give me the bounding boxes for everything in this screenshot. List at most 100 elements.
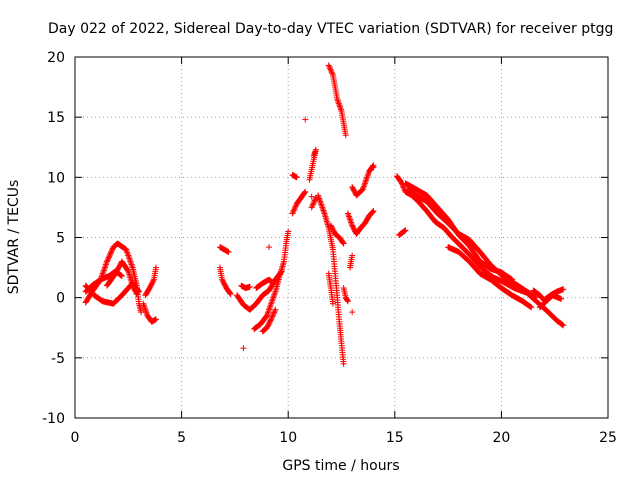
data-point — [268, 316, 275, 323]
data-point — [105, 254, 112, 261]
y-tick-label: -5 — [51, 351, 65, 367]
data-point — [337, 106, 344, 113]
data-point — [153, 264, 160, 271]
data-point — [108, 249, 115, 256]
data-point — [108, 248, 115, 255]
data-point — [133, 289, 140, 296]
data-point — [271, 290, 278, 297]
data-point — [335, 100, 342, 107]
y-tick-label: 20 — [47, 50, 65, 66]
data-point — [267, 303, 274, 310]
axis-ticks: 0 5 10 15 20 25 -10 -5 0 5 10 15 20 — [42, 50, 617, 446]
y-tick-label: 5 — [56, 231, 65, 247]
data-point — [290, 209, 297, 216]
data-point — [312, 196, 319, 203]
data-point — [326, 65, 333, 72]
data-point — [290, 207, 297, 214]
data-point — [526, 303, 533, 310]
data-point — [349, 309, 356, 316]
data-point — [319, 205, 326, 212]
data-point — [531, 294, 538, 301]
data-point — [133, 291, 140, 298]
data-point — [302, 116, 309, 123]
data-point — [291, 204, 298, 211]
data-point — [118, 272, 125, 279]
data-point — [340, 239, 347, 246]
data-point — [293, 174, 300, 181]
data-point — [528, 304, 535, 311]
data-point — [126, 255, 133, 262]
data-point — [329, 70, 336, 77]
data-point — [361, 180, 368, 187]
data-point — [310, 200, 317, 207]
data-point — [345, 213, 352, 220]
data-point — [106, 253, 113, 260]
data-point — [318, 202, 325, 209]
data-point — [103, 258, 110, 265]
data-point — [401, 227, 408, 234]
data-point — [100, 269, 107, 276]
x-tick-label: 15 — [386, 430, 404, 446]
data-point — [268, 299, 275, 306]
data-point — [400, 184, 407, 191]
data-point — [272, 306, 279, 313]
data-point — [105, 255, 112, 262]
data-point — [102, 263, 109, 270]
data-point — [317, 199, 324, 206]
data-point — [125, 252, 132, 259]
data-point — [369, 208, 376, 215]
data-point — [285, 228, 292, 235]
data-point — [558, 295, 565, 302]
data-point — [127, 260, 134, 267]
data-point — [559, 321, 566, 328]
data-point — [138, 309, 145, 316]
data-point — [337, 105, 344, 112]
data-point — [302, 188, 309, 195]
data-point — [509, 276, 516, 283]
data-point — [369, 209, 376, 216]
data-point — [340, 240, 347, 247]
data-point — [336, 103, 343, 110]
data-point — [289, 210, 296, 217]
data-point — [267, 302, 274, 309]
data-point — [142, 308, 149, 315]
data-point — [344, 210, 351, 217]
x-tick-label: 10 — [279, 430, 297, 446]
data-point — [320, 208, 327, 215]
x-tick-label: 5 — [177, 430, 186, 446]
data-point — [271, 308, 278, 315]
x-tick-label: 0 — [71, 430, 80, 446]
y-axis-label: SDTVAR / TECUs — [6, 180, 22, 295]
data-point — [266, 244, 273, 251]
data-point — [398, 179, 405, 186]
data-point — [310, 152, 317, 159]
data-point — [270, 294, 277, 301]
data-point — [308, 204, 315, 211]
y-tick-label: -10 — [42, 411, 65, 427]
data-point — [126, 257, 133, 264]
data-point — [349, 252, 356, 259]
data-point — [328, 69, 335, 76]
data-point — [309, 201, 316, 208]
data-point — [270, 293, 277, 300]
data-point — [301, 189, 308, 196]
data-point — [340, 360, 347, 367]
data-point — [271, 291, 278, 298]
data-point — [271, 309, 278, 316]
data-point — [329, 300, 336, 307]
data-point — [269, 296, 276, 303]
data-point — [325, 62, 332, 69]
plot-frame — [74, 56, 609, 419]
x-tick-label: 25 — [599, 430, 617, 446]
data-point — [124, 267, 131, 274]
data-point — [347, 217, 354, 224]
data-point — [334, 97, 341, 104]
data-point — [311, 149, 318, 156]
data-point — [117, 271, 124, 278]
data-point — [269, 312, 276, 319]
data-point — [328, 67, 335, 74]
data-point — [399, 181, 406, 188]
data-point — [319, 204, 326, 211]
data-point — [362, 178, 369, 185]
